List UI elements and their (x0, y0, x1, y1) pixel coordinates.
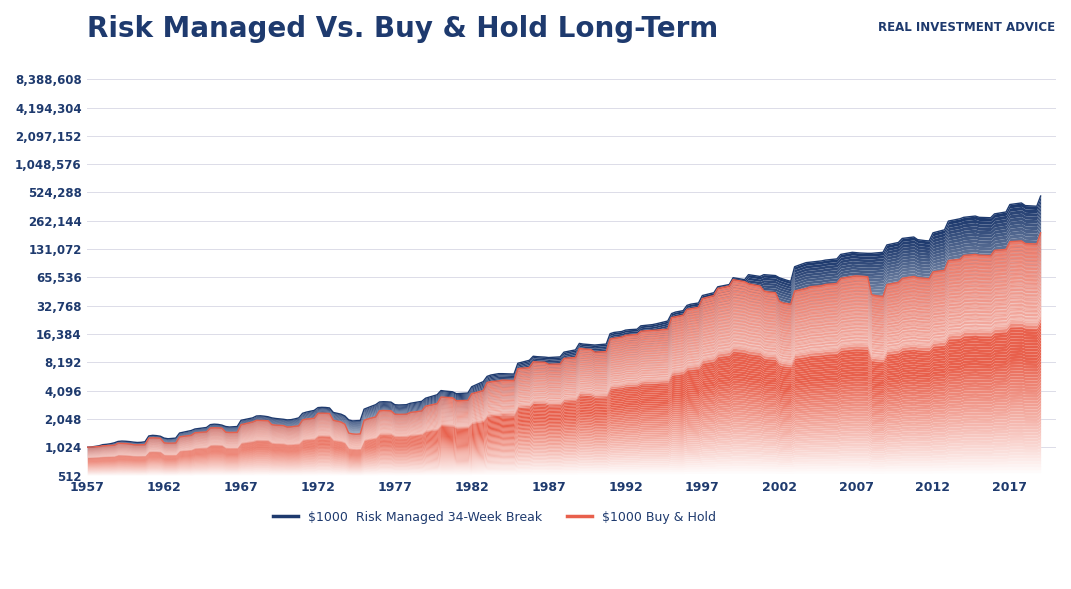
Text: REAL INVESTMENT ADVICE: REAL INVESTMENT ADVICE (878, 21, 1055, 34)
Text: Risk Managed Vs. Buy & Hold Long-Term: Risk Managed Vs. Buy & Hold Long-Term (88, 15, 719, 43)
Legend: $1000  Risk Managed 34-Week Break, $1000 Buy & Hold: $1000 Risk Managed 34-Week Break, $1000 … (268, 506, 721, 529)
